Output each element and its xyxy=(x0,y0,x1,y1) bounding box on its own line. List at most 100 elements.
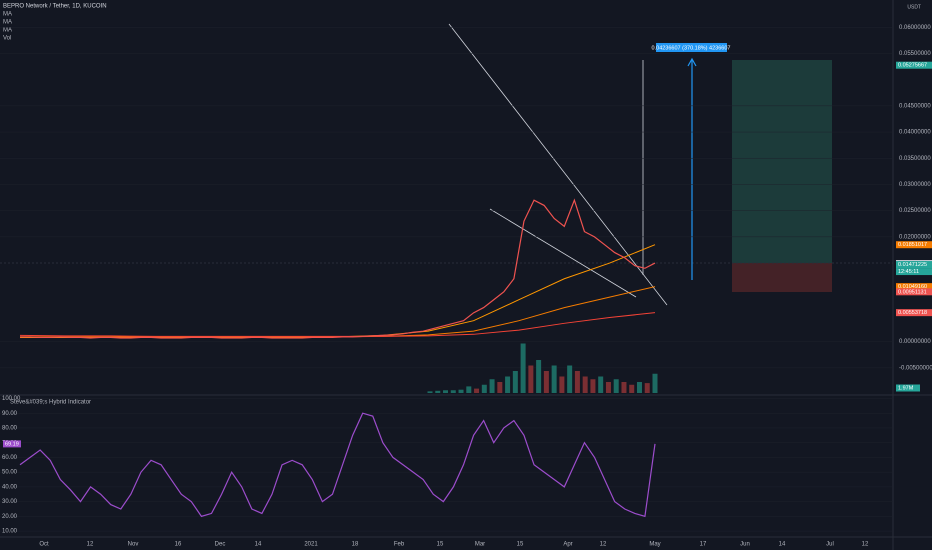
time-tick-label: 12 xyxy=(862,542,869,548)
time-tick-label: 16 xyxy=(175,542,182,548)
time-tick-label: Apr xyxy=(563,542,572,548)
price-tag xyxy=(896,283,932,291)
symbol-title: BEPRO Network / Tether, 1D, KUCOIN xyxy=(3,4,107,10)
price-tag-label: 0.01471225 xyxy=(898,262,927,268)
study-label: Vol xyxy=(3,36,11,42)
rsi-tick-label: 20.00 xyxy=(2,514,18,520)
price-tag xyxy=(896,309,932,317)
volume-tag-label: 1.97M xyxy=(898,385,914,391)
rsi-tick-label: 90.00 xyxy=(2,411,18,417)
price-tick-label: -0.00500000 xyxy=(899,365,932,371)
moving-average xyxy=(19,312,656,337)
price-line-series xyxy=(20,198,656,339)
volume-bar xyxy=(520,343,526,393)
volume-bar xyxy=(528,365,534,393)
price-tag-label: 0.01851017 xyxy=(898,242,927,248)
measure-label: 0.04236607 (370.18%) 4236607 xyxy=(652,45,731,51)
indicator-title: Steve&#039;s Hybrid Indicator xyxy=(10,400,91,406)
time-tick-label: Oct xyxy=(39,542,49,548)
price-tick-label: 0.03000000 xyxy=(899,182,931,188)
price-tick-label: 0.03500000 xyxy=(899,156,931,162)
rsi-tick-label: 40.00 xyxy=(2,484,18,490)
time-tick-label: Feb xyxy=(394,542,405,548)
trendline xyxy=(448,23,668,306)
time-tick-label: Jul xyxy=(826,542,834,548)
trendline xyxy=(489,208,637,298)
time-tag-label: 12:45:11 xyxy=(898,269,919,275)
time-tick-label: 12 xyxy=(600,542,607,548)
volume-bar xyxy=(567,365,573,393)
volume-bar xyxy=(466,386,472,393)
volume-bar xyxy=(629,384,635,393)
price-tag xyxy=(896,261,932,269)
loss-zone xyxy=(732,263,832,292)
time-tick-label: 18 xyxy=(352,542,359,548)
volume-bar xyxy=(574,371,580,393)
volume-bar xyxy=(598,376,604,393)
time-tick-label: 15 xyxy=(437,542,444,548)
time-tick-label: Mar xyxy=(475,542,485,548)
volume-bar xyxy=(481,384,487,393)
volume-bar xyxy=(559,376,565,393)
study-label: MA xyxy=(3,12,12,18)
volume-bar xyxy=(474,388,480,393)
measure-arrow-head xyxy=(687,57,697,67)
volume-bar xyxy=(605,382,611,393)
time-tick-label: 14 xyxy=(779,542,786,548)
price-tick-label: 0.04500000 xyxy=(899,103,931,109)
price-tag xyxy=(896,241,932,249)
volume-bar xyxy=(613,379,619,393)
price-tag-label: 0.05275667 xyxy=(898,63,927,69)
time-tick-label: 12 xyxy=(87,542,94,548)
volume-bar xyxy=(427,391,433,393)
price-tick-label: 0.02500000 xyxy=(899,208,931,214)
price-tag-label: 0.00951131 xyxy=(898,289,927,295)
currency-label: USDT xyxy=(907,4,921,10)
volume-bar xyxy=(551,365,557,393)
rsi-line xyxy=(19,412,656,518)
time-tick-label: 15 xyxy=(517,542,524,548)
time-tick-label: Dec xyxy=(215,542,226,548)
price-tick-label: 0.02000000 xyxy=(899,234,931,240)
volume-bar xyxy=(582,376,588,393)
volume-bar xyxy=(443,390,449,393)
rsi-tick-label: 30.00 xyxy=(2,499,18,505)
profit-zone xyxy=(732,60,832,263)
time-tick-label: Nov xyxy=(128,542,139,548)
volume-bar xyxy=(636,382,642,393)
price-tag xyxy=(896,61,932,69)
measure-box xyxy=(656,43,727,52)
rsi-tick-label: 10.00 xyxy=(2,529,18,535)
time-tick-label: May xyxy=(649,542,660,548)
volume-bar xyxy=(458,389,464,393)
time-tick-label: 14 xyxy=(255,542,262,548)
price-tick-label: 0.00000000 xyxy=(899,339,931,345)
volume-bar xyxy=(497,382,503,393)
study-label: MA xyxy=(3,28,12,34)
rsi-tick-label: 100.00 xyxy=(2,396,21,402)
volume-bar xyxy=(621,382,627,393)
price-tick-label: 0.06000000 xyxy=(899,25,931,31)
volume-tag xyxy=(896,384,920,392)
rsi-tick-label: 50.00 xyxy=(2,470,18,476)
rsi-tag-label: 69.19 xyxy=(5,441,19,447)
rsi-tick-label: 80.00 xyxy=(2,426,18,432)
volume-bar xyxy=(644,383,650,393)
price-tick-label: 0.05500000 xyxy=(899,51,931,57)
price-tag xyxy=(896,288,932,296)
price-tick-label: 0.04000000 xyxy=(899,130,931,136)
volume-bar xyxy=(590,379,596,393)
volume-bar xyxy=(489,379,495,393)
rsi-tick-label: 60.00 xyxy=(2,455,18,461)
time-tick-label: Jun xyxy=(740,542,750,548)
time-tick-label: 2021 xyxy=(304,542,318,548)
volume-bar xyxy=(435,390,441,393)
volume-bar xyxy=(512,371,518,393)
price-tag-label: 0.00553718 xyxy=(898,310,927,316)
volume-bar xyxy=(536,360,542,393)
price-tag-label: 0.01049160 xyxy=(898,284,927,290)
volume-bar xyxy=(450,390,456,393)
time-tick-label: 17 xyxy=(700,542,707,548)
time-tag xyxy=(896,268,932,276)
